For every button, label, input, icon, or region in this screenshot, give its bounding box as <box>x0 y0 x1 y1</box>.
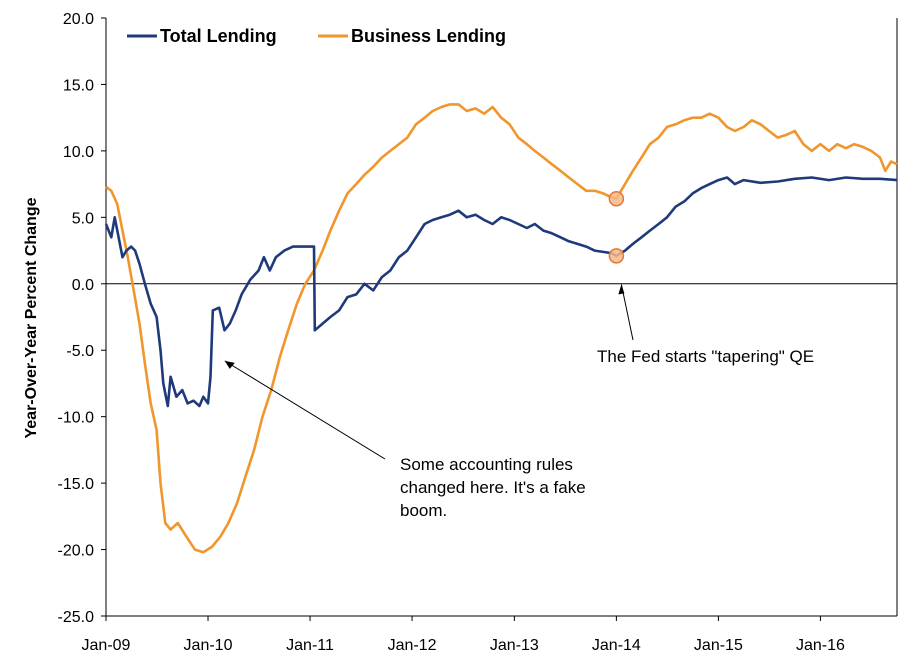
y-tick-label: -10.0 <box>58 410 95 427</box>
annotation-text-accounting: changed here. It's a fake <box>400 478 586 497</box>
annotation-arrow-tapering <box>620 284 634 341</box>
marker-layer <box>608 190 625 264</box>
annotation-text-accounting: Some accounting rules <box>400 455 573 474</box>
series-layer <box>104 103 898 554</box>
series-line-total-lending <box>104 176 898 408</box>
legend-label-total-lending: Total Lending <box>160 26 277 46</box>
annotation-text-tapering: The Fed starts "tapering" QE <box>597 347 814 366</box>
y-tick-label: 0.0 <box>72 277 94 294</box>
series-line-business-lending <box>105 103 898 554</box>
y-tick-label: -20.0 <box>58 543 95 560</box>
y-tick-label: 5.0 <box>72 210 94 227</box>
x-tick-label: Jan-10 <box>184 637 233 654</box>
annotation-arrow-accounting <box>224 360 386 460</box>
y-tick-label: -5.0 <box>66 343 94 360</box>
tapering-marker <box>608 190 625 207</box>
y-axis-title: Year-Over-Year Percent Change <box>23 197 40 438</box>
y-tick-label: 20.0 <box>63 11 94 28</box>
x-tick-label: Jan-12 <box>388 637 437 654</box>
y-tick-label: -25.0 <box>58 609 95 626</box>
y-tick-label: -15.0 <box>58 476 95 493</box>
y-tick-label: 10.0 <box>63 144 94 161</box>
annotation-arrowhead-accounting <box>224 360 235 369</box>
x-tick-label: Jan-11 <box>286 637 334 654</box>
legend-label-business-lending: Business Lending <box>351 26 506 46</box>
x-tick-label: Jan-16 <box>796 637 845 654</box>
legend: Total Lending Business Lending <box>127 26 506 46</box>
x-tick-label: Jan-14 <box>592 637 641 654</box>
x-tick-label: Jan-13 <box>490 637 539 654</box>
annotation-text-accounting: boom. <box>400 501 447 520</box>
annotation-arrowhead-tapering <box>618 284 625 295</box>
axes: 20.0 15.0 10.0 5.0 0.0 -5.0 -10.0 -15.0 -20.0 -25… <box>58 11 898 654</box>
y-tick-label: 15.0 <box>63 77 94 94</box>
x-tick-label: Jan-09 <box>82 637 131 654</box>
x-tick-label: Jan-15 <box>694 637 743 654</box>
annotation-layer: Some accounting rules changed here. It's … <box>224 284 814 520</box>
tapering-marker <box>608 248 625 264</box>
